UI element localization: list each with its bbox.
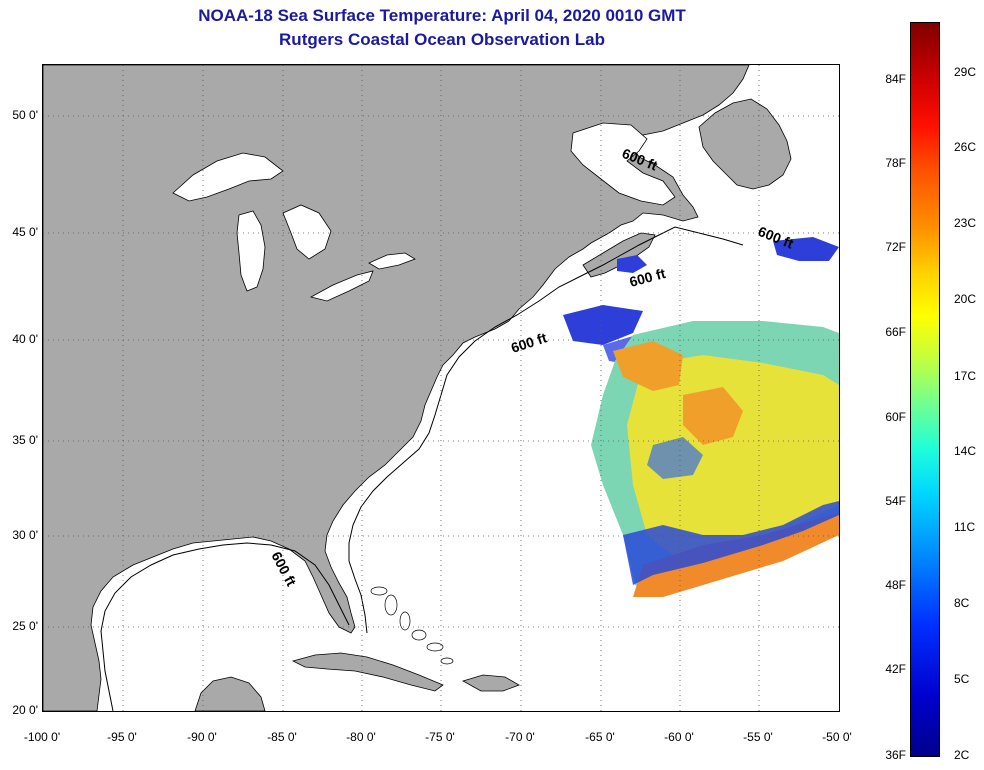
- longitude-label: -90 0': [187, 730, 217, 744]
- depth-contour-600ft: [100, 226, 744, 711]
- longitude-label: -85 0': [267, 730, 297, 744]
- longitude-label: -55 0': [743, 730, 773, 744]
- sst-map[interactable]: 600 ft 600 ft 600 ft 600 ft 600 ft: [42, 64, 840, 712]
- longitude-label: -70 0': [505, 730, 535, 744]
- lake-michigan: [236, 210, 266, 292]
- colorbar-fahrenheit-label: 84F: [885, 72, 906, 86]
- colorbar-celsius-label: 29C: [954, 65, 977, 79]
- latitude-label: 35 0': [12, 433, 38, 447]
- colorbar-celsius-label: 23C: [954, 216, 977, 230]
- colorbar-celsius-label: 14C: [954, 444, 977, 458]
- colorbar-celsius-label: 11C: [954, 520, 976, 534]
- latitude-label: 40 0': [12, 332, 38, 346]
- colorbar-fahrenheit-label: 36F: [885, 748, 906, 762]
- colorbar-celsius-label: 17C: [954, 369, 977, 383]
- map-subtitle: Rutgers Coastal Ocean Observation Lab: [279, 30, 605, 49]
- land-cuba: [291, 652, 444, 692]
- gulf-st-lawrence: [570, 122, 676, 206]
- longitude-label: -65 0': [585, 730, 615, 744]
- longitude-label: -75 0': [425, 730, 455, 744]
- longitude-label: -100 0': [23, 730, 61, 744]
- colorbar-fahrenheit-label: 60F: [885, 410, 906, 424]
- lake-erie: [309, 270, 374, 302]
- colorbar-fahrenheit-label: 78F: [885, 156, 906, 170]
- lake-superior: [172, 152, 284, 202]
- colorbar-fahrenheit-label: 72F: [885, 240, 906, 254]
- land-hispaniola: [461, 674, 520, 692]
- temperature-colorbar: [910, 22, 940, 757]
- lake-huron: [282, 204, 332, 260]
- longitude-label: -80 0': [346, 730, 376, 744]
- colorbar-celsius-label: 2C: [954, 748, 970, 762]
- map-canvas: 600 ft 600 ft 600 ft 600 ft 600 ft: [43, 65, 839, 711]
- colorbar-fahrenheit-label: 42F: [885, 662, 906, 676]
- longitude-label: -95 0': [107, 730, 137, 744]
- latitude-label: 45 0': [12, 225, 38, 239]
- colorbar-celsius-label: 26C: [954, 140, 977, 154]
- longitude-label: -50 0': [822, 730, 852, 744]
- longitude-label: -60 0': [664, 730, 694, 744]
- latitude-label: 25 0': [12, 619, 38, 633]
- latitude-label: 50 0': [12, 108, 38, 122]
- latitude-label: 20 0': [12, 703, 38, 717]
- lake-ontario: [368, 252, 416, 270]
- land-newfoundland: [698, 98, 792, 190]
- colorbar-fahrenheit-label: 48F: [885, 578, 906, 592]
- latitude-label: 30 0': [12, 528, 38, 542]
- land-north-america: [43, 65, 750, 711]
- colorbar-celsius-label: 20C: [954, 292, 977, 306]
- map-title: NOAA-18 Sea Surface Temperature: April 0…: [198, 6, 686, 25]
- colorbar-fahrenheit-label: 54F: [885, 494, 906, 508]
- colorbar-celsius-label: 8C: [954, 596, 970, 610]
- colorbar-celsius-label: 5C: [954, 672, 970, 686]
- colorbar-fahrenheit-label: 66F: [885, 325, 906, 339]
